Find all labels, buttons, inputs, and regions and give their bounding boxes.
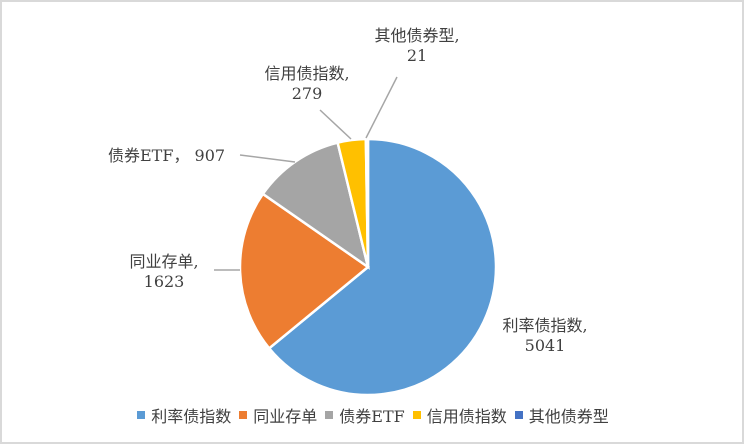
data-label-value: 5041	[524, 336, 566, 355]
legend-label: 其他债券型	[528, 407, 609, 426]
legend-swatch-icon	[514, 411, 523, 419]
data-label-value: 21	[406, 46, 428, 65]
legend-swatch-icon	[239, 411, 248, 419]
legend-item-other: 其他债券型	[514, 403, 609, 427]
data-label-etf: 债券ETF， 907	[108, 146, 225, 166]
data-label-value: 1623	[143, 272, 185, 291]
pie-slice	[267, 137, 498, 397]
legend-swatch-icon	[325, 411, 334, 419]
legend: 利率债指数 同业存单 债券ETF 信用债指数 其他债券型	[2, 403, 742, 427]
pie-slice	[261, 141, 370, 270]
data-label-name: 同业存单,	[129, 252, 199, 271]
data-label-text: 债券ETF， 907	[108, 146, 226, 165]
data-label-name: 其他债券型,	[374, 26, 460, 45]
leader-line	[365, 76, 398, 139]
legend-item-credit: 信用债指数	[412, 403, 507, 427]
legend-label: 信用债指数	[426, 407, 507, 426]
legend-swatch-icon	[412, 411, 421, 419]
data-label-other: 其他债券型, 21	[352, 26, 482, 66]
data-label-rate: 利率债指数, 5041	[490, 316, 600, 356]
data-label-credit: 信用债指数, 279	[242, 64, 372, 104]
pie-slice	[364, 137, 370, 268]
legend-swatch-icon	[137, 411, 146, 419]
data-label-name: 利率债指数,	[502, 316, 588, 335]
legend-label: 债券ETF	[339, 407, 405, 426]
legend-label: 同业存单	[253, 407, 318, 426]
legend-item-rate: 利率债指数	[137, 403, 231, 427]
data-label-value: 279	[291, 84, 323, 103]
legend-item-ncd: 同业存单	[239, 403, 317, 427]
legend-label: 利率债指数	[151, 407, 232, 426]
leader-line	[319, 109, 352, 140]
legend-item-etf: 债券ETF	[325, 403, 405, 427]
leader-line	[239, 154, 296, 163]
data-label-name: 信用债指数,	[264, 64, 350, 83]
data-label-ncd: 同业存单, 1623	[118, 252, 210, 292]
pie-slice	[238, 192, 371, 351]
